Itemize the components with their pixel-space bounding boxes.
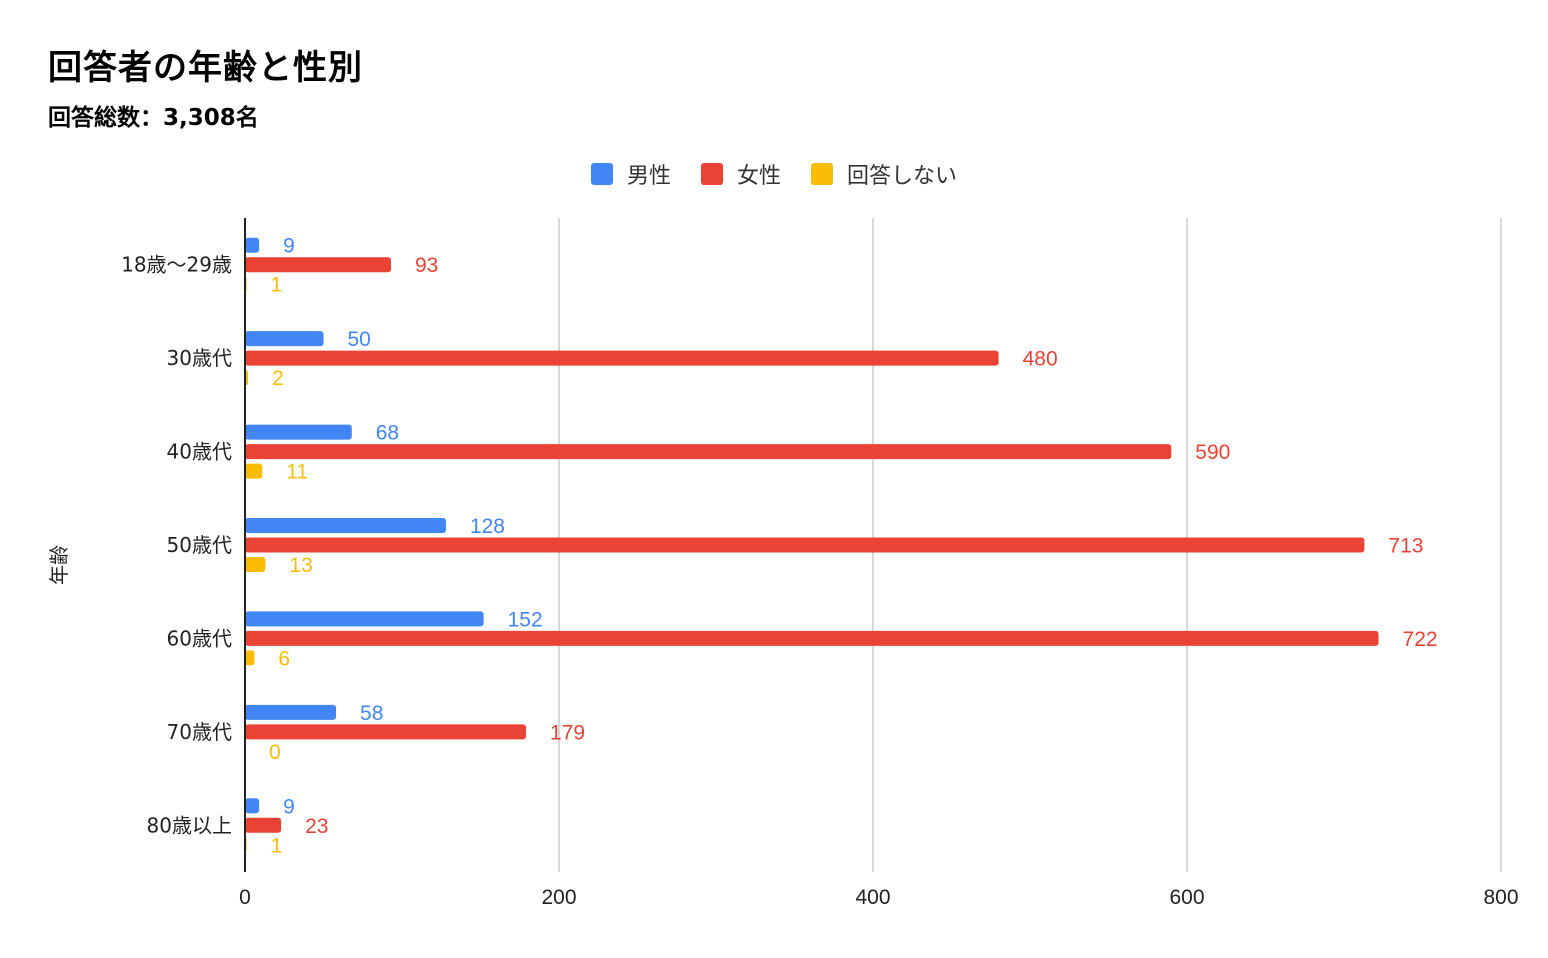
legend-item-male[interactable]: 男性 <box>590 158 671 190</box>
y-axis-title: 年齢 <box>47 545 71 585</box>
legend-item-female[interactable]: 女性 <box>700 158 781 190</box>
category-label: 18歳〜29歳 <box>121 253 232 277</box>
x-tick-label: 600 <box>1169 886 1204 909</box>
data-label-male: 9 <box>283 235 295 258</box>
bar-male[interactable] <box>245 331 324 347</box>
data-label-male: 58 <box>360 702 383 725</box>
legend-item-no-answer[interactable]: 回答しない <box>811 158 957 190</box>
bar-male[interactable] <box>245 704 337 720</box>
data-label-no-answer: 6 <box>278 647 290 670</box>
category-label: 50歳代 <box>167 533 232 557</box>
bar-male[interactable] <box>245 518 446 533</box>
data-label-female: 23 <box>305 815 328 838</box>
x-tick-label: 200 <box>541 886 576 909</box>
legend-swatch-female <box>700 163 723 185</box>
bar-female[interactable] <box>245 537 1365 553</box>
bar-female[interactable] <box>245 350 999 366</box>
category-label: 80歳以上 <box>147 813 232 837</box>
chart-title: 回答者の年齢と性別 <box>48 48 363 88</box>
data-label-no-answer: 11 <box>286 461 308 484</box>
category-label: 40歳代 <box>167 440 232 464</box>
data-label-male: 128 <box>470 515 505 538</box>
data-label-no-answer: 1 <box>271 274 283 297</box>
data-label-no-answer: 13 <box>289 554 312 577</box>
data-label-female: 713 <box>1388 535 1423 558</box>
bar-female[interactable] <box>245 817 282 833</box>
data-label-female: 722 <box>1403 628 1438 651</box>
bar-no-answer[interactable] <box>245 463 263 479</box>
category-labels: 18歳〜29歳 30歳代 40歳代 50歳代 60歳代 70歳代 80歳以上 <box>121 253 232 838</box>
data-label-female: 480 <box>1023 348 1058 371</box>
bars <box>245 237 1379 853</box>
category-label: 30歳代 <box>167 346 232 370</box>
legend-swatch-no-answer <box>811 163 833 185</box>
data-label-male: 50 <box>348 328 371 351</box>
bar-male[interactable] <box>245 424 352 440</box>
bar-female[interactable] <box>245 444 1172 460</box>
data-label-female: 93 <box>415 254 438 277</box>
data-labels: 9931504802685901112871313152722658179092… <box>269 235 1438 858</box>
x-tick-label: 800 <box>1483 886 1518 909</box>
legend: 男性 女性 回答しない <box>0 158 1548 190</box>
category-label: 70歳代 <box>167 720 232 744</box>
bar-male[interactable] <box>245 798 260 814</box>
data-label-no-answer: 2 <box>272 367 284 390</box>
chart-subtitle: 回答総数：3,308名 <box>48 105 259 131</box>
legend-label-male: 男性 <box>626 164 671 189</box>
bar-female[interactable] <box>245 724 527 740</box>
data-label-no-answer: 1 <box>271 834 283 857</box>
x-tick-labels: 0 200 400 600 800 <box>239 886 1518 909</box>
legend-label-no-answer: 回答しない <box>847 164 958 189</box>
data-label-no-answer: 0 <box>269 741 281 764</box>
bar-no-answer[interactable] <box>245 650 255 666</box>
x-tick-label: 400 <box>855 886 890 909</box>
data-label-male: 9 <box>283 795 295 818</box>
data-label-female: 179 <box>550 721 585 744</box>
bar-male[interactable] <box>245 237 260 253</box>
data-label-female: 590 <box>1195 441 1230 464</box>
data-label-male: 152 <box>508 608 543 631</box>
bar-female[interactable] <box>245 630 1379 646</box>
bar-no-answer[interactable] <box>245 557 266 572</box>
data-label-male: 68 <box>376 422 399 445</box>
bar-male[interactable] <box>245 611 484 627</box>
x-tick-label: 0 <box>239 886 251 909</box>
legend-label-female: 女性 <box>736 164 781 189</box>
bar-female[interactable] <box>245 257 392 273</box>
legend-swatch-male <box>590 163 613 185</box>
category-label: 60歳代 <box>167 626 232 650</box>
